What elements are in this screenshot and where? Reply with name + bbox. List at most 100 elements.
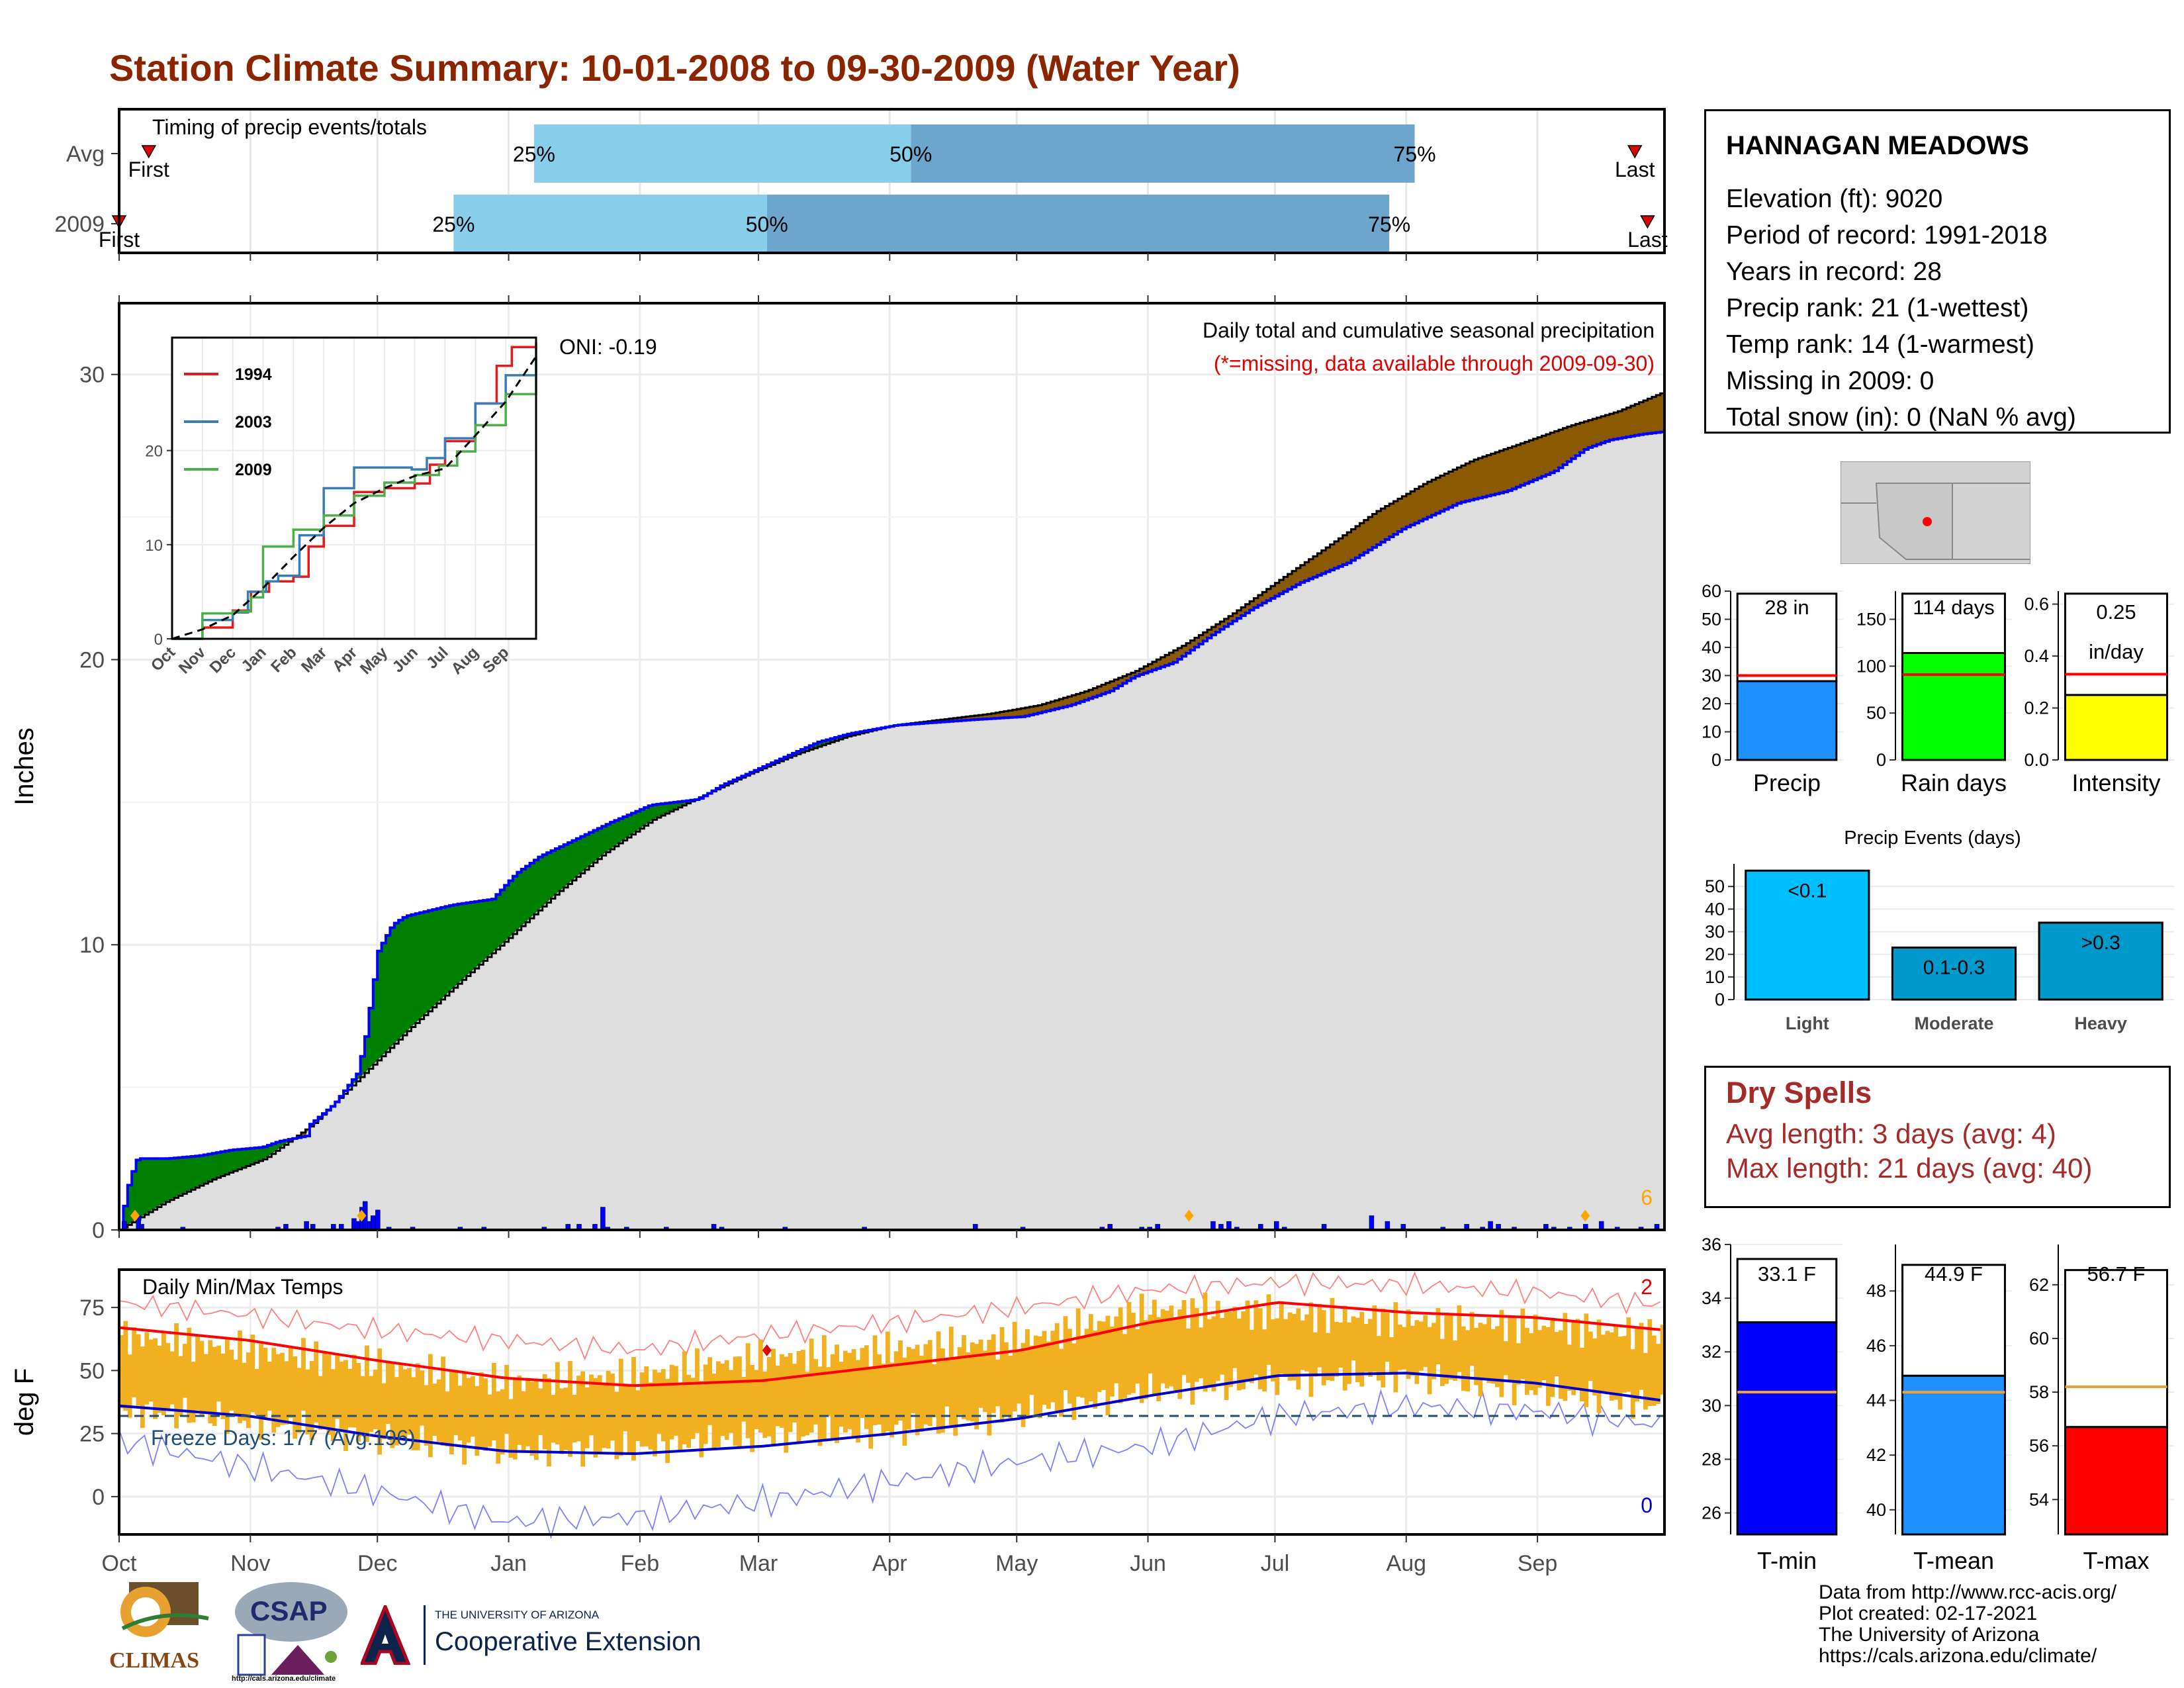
first-event-label: First bbox=[128, 158, 169, 181]
precip-deficit-fill bbox=[1363, 520, 1369, 553]
precip-deficit-fill bbox=[1482, 456, 1487, 497]
daily-temp-bar bbox=[614, 1391, 619, 1460]
mini-bar-frame-summary_precip bbox=[1736, 592, 1838, 682]
daily-temp-bar bbox=[835, 1344, 839, 1444]
precip-deficit-fill bbox=[966, 716, 971, 720]
daily-temp-bar bbox=[1651, 1335, 1657, 1406]
precip-deficit-fill bbox=[1241, 607, 1246, 616]
precip-deficit-fill bbox=[1101, 684, 1107, 694]
daily-temp-bar bbox=[889, 1362, 895, 1438]
daily-temp-bar bbox=[1588, 1331, 1593, 1382]
daily-temp-bar bbox=[1474, 1328, 1479, 1385]
credits: Data from http://www.rcc-acis.org/ Plot … bbox=[1819, 1582, 2116, 1667]
daily-temp-bar bbox=[1622, 1336, 1627, 1393]
daily-temp-bar bbox=[856, 1360, 860, 1443]
precip-deficit-fill bbox=[1144, 666, 1149, 673]
mini-ytick-label-tmin: 32 bbox=[1702, 1342, 1721, 1362]
daily-temp-bar bbox=[123, 1321, 128, 1411]
daily-temp-bar bbox=[483, 1378, 488, 1451]
precip-surplus-fill bbox=[254, 1148, 259, 1163]
precip-deficit-fill bbox=[1330, 544, 1335, 571]
mini-bar-summary_precip bbox=[1736, 680, 1838, 761]
mini-ytick-label-tmin: 26 bbox=[1702, 1503, 1721, 1523]
daily-temp-bar bbox=[1559, 1330, 1563, 1399]
precip-deficit-fill bbox=[1173, 650, 1178, 663]
extreme-count-label: 6 bbox=[1641, 1186, 1653, 1209]
daily-temp-bar bbox=[771, 1348, 776, 1444]
daily-temp-bar bbox=[737, 1356, 742, 1448]
station-missing: Missing in 2009: 0 bbox=[1726, 367, 1934, 395]
precip-surplus-fill bbox=[682, 801, 687, 806]
precip-deficit-fill bbox=[1342, 535, 1347, 565]
daily-temp-bar bbox=[1490, 1329, 1496, 1384]
daily-temp-bar bbox=[1008, 1355, 1013, 1419]
daily-temp-bar bbox=[390, 1361, 395, 1448]
daily-temp-bar bbox=[220, 1353, 226, 1419]
daily-temp-bar bbox=[533, 1379, 539, 1460]
daily-temp-bar bbox=[1257, 1308, 1263, 1389]
daily-temp-bar bbox=[991, 1334, 996, 1413]
precip-deficit-fill bbox=[1453, 469, 1458, 506]
precip-deficit-fill bbox=[1321, 550, 1326, 574]
extreme-precip-marker bbox=[1580, 1209, 1590, 1222]
mini-category-label-summary_raindays: Rain days bbox=[1901, 769, 2007, 796]
precip-surplus-fill bbox=[551, 851, 556, 899]
daily-temp-bar bbox=[703, 1364, 708, 1444]
daily-temp-bar bbox=[860, 1348, 865, 1418]
precip-deficit-fill bbox=[1444, 473, 1449, 510]
precip-deficit-fill bbox=[1021, 708, 1026, 717]
precip-surplus-fill bbox=[123, 1206, 128, 1228]
daily-temp-bar bbox=[1584, 1313, 1589, 1407]
precip-deficit-fill bbox=[1300, 565, 1305, 583]
daily-temp-bar bbox=[445, 1391, 450, 1446]
precip-surplus-fill bbox=[216, 1152, 222, 1178]
csap-cloud-icon bbox=[235, 1582, 347, 1676]
daily-temp-bar bbox=[653, 1370, 657, 1457]
precip-surplus-fill bbox=[415, 914, 420, 1023]
daily-temp-bar bbox=[462, 1372, 467, 1465]
daily-temp-bar bbox=[136, 1334, 141, 1406]
daily-temp-bar bbox=[623, 1383, 628, 1432]
daily-temp-bar bbox=[932, 1364, 937, 1417]
daily-temp-bar bbox=[1457, 1305, 1462, 1372]
daily-temp-bar bbox=[1317, 1303, 1322, 1368]
daily-temp-bar bbox=[1406, 1309, 1411, 1380]
precip-deficit-fill bbox=[1266, 588, 1271, 601]
precip-deficit-fill bbox=[1351, 529, 1356, 561]
daily-temp-bar bbox=[1402, 1327, 1407, 1370]
precip-deficit-fill bbox=[1541, 436, 1547, 477]
daily-temp-bar bbox=[817, 1366, 823, 1446]
daily-temp-bar bbox=[1262, 1329, 1267, 1392]
daily-temp-bar bbox=[365, 1345, 369, 1442]
precip-deficit-fill bbox=[1381, 508, 1386, 542]
precip-surplus-fill bbox=[398, 920, 404, 1040]
precip-surplus-fill bbox=[627, 815, 632, 838]
mini-ytick-label-summary_raindays: 0 bbox=[1876, 750, 1886, 770]
daily-temp-bar bbox=[902, 1357, 907, 1446]
precip-surplus-fill bbox=[475, 901, 480, 969]
precip-surplus-fill bbox=[161, 1158, 166, 1205]
precip-deficit-fill bbox=[948, 718, 954, 722]
daily-temp-bar bbox=[1656, 1344, 1661, 1404]
precip-deficit-fill bbox=[1118, 677, 1123, 686]
daily-temp-bar bbox=[1017, 1351, 1022, 1404]
precip-deficit-fill bbox=[1228, 616, 1234, 624]
daily-temp-bar bbox=[1097, 1321, 1102, 1392]
precip-surplus-fill bbox=[674, 802, 679, 810]
month-label: Apr bbox=[872, 1551, 907, 1576]
month-label: Dec bbox=[357, 1551, 397, 1576]
daily-temp-bar bbox=[318, 1376, 323, 1430]
precip-deficit-fill bbox=[1647, 399, 1653, 434]
daily-precip-bar bbox=[1369, 1215, 1375, 1231]
precip-deficit-fill bbox=[1283, 577, 1289, 592]
precip-deficit-fill bbox=[1017, 709, 1022, 718]
daily-temp-bar bbox=[1220, 1318, 1225, 1375]
precip-deficit-fill bbox=[1355, 526, 1360, 558]
daily-temp-bar bbox=[1512, 1315, 1517, 1405]
daily-temp-bar bbox=[1533, 1314, 1538, 1395]
daily-temp-bar bbox=[1304, 1314, 1310, 1372]
daily-temp-bar bbox=[898, 1340, 903, 1421]
precip-surplus-fill bbox=[402, 917, 408, 1036]
daily-temp-bar bbox=[487, 1394, 492, 1447]
daily-temp-bar bbox=[1088, 1314, 1093, 1401]
